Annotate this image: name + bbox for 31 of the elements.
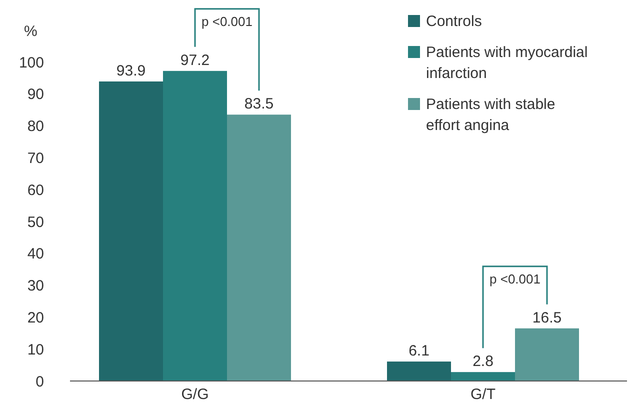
x-tick-label: G/G (181, 386, 209, 403)
bar (451, 372, 515, 381)
data-label: 83.5 (244, 96, 274, 113)
y-tick-label: 80 (27, 118, 44, 136)
y-tick-label: 30 (27, 278, 44, 295)
data-label: 2.8 (472, 353, 494, 370)
y-tick-label: 50 (27, 214, 44, 231)
bar (387, 362, 451, 381)
legend-label: Patients with myocardial infarction (426, 44, 588, 82)
text: p <0.001 (202, 14, 252, 29)
y-tick-label: 10 (27, 341, 44, 358)
legend-label: Patients with stable effort angina (426, 96, 556, 134)
y-tick-label: 40 (27, 246, 44, 263)
legend-label: Controls (426, 13, 482, 30)
y-tick-label: 0 (36, 373, 44, 390)
annotation: p <0.001 (490, 271, 540, 286)
y-tick-label: 70 (27, 150, 44, 167)
data-label: 93.9 (116, 62, 146, 80)
bar (515, 328, 579, 381)
data-label: 16.5 (532, 309, 562, 326)
bar (163, 70, 227, 381)
y-tick-label: 20 (27, 309, 44, 326)
x-tick-label: G/T (470, 386, 496, 403)
y-tick-label: 60 (27, 182, 44, 199)
y-tick-label: 90 (27, 86, 44, 104)
y-axis-title: % (24, 23, 38, 40)
bar (227, 114, 291, 381)
y-tick-label: 100 (18, 54, 44, 72)
data-label: 97.2 (180, 52, 210, 69)
bar (99, 81, 163, 381)
data-label: 6.1 (408, 342, 430, 360)
